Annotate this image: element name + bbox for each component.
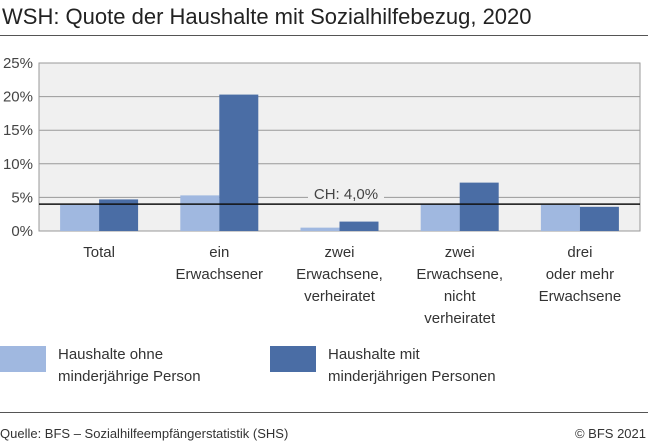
source-note: Quelle: BFS – Sozialhilfeempfängerstatis… <box>0 426 289 441</box>
x-tick-label: verheiratet <box>424 310 496 327</box>
legend-label-mit: Haushalte mit minderjährigen Personen <box>328 346 496 385</box>
reference-label-bg <box>308 184 384 203</box>
x-tick-label: zwei <box>445 244 475 261</box>
y-tick-label: 25% <box>3 55 33 72</box>
copyright: © BFS 2021 <box>574 426 646 441</box>
bar-ohne <box>300 227 340 231</box>
y-tick-label: 20% <box>3 89 33 106</box>
bar-mit <box>459 182 499 231</box>
legend-label-ohne: Haushalte ohne minderjährige Person <box>58 346 201 385</box>
x-tick-label: Erwachsene <box>539 288 622 305</box>
chart-title: WSH: Quote der Haushalte mit Sozialhilfe… <box>2 4 532 29</box>
bar-ohne <box>60 204 100 231</box>
bar-ohne <box>180 195 220 231</box>
bar-mit <box>339 221 379 231</box>
plot-area <box>38 62 641 232</box>
x-tick-label: zwei <box>324 244 354 261</box>
y-tick-label: 10% <box>3 156 33 173</box>
bar-mit <box>219 94 259 231</box>
y-tick-label: 15% <box>3 122 33 139</box>
x-tick-label: drei <box>567 244 592 261</box>
legend-swatch-mit <box>270 346 316 372</box>
bar-ohne <box>420 204 460 231</box>
title-divider <box>0 35 648 36</box>
bar-mit <box>579 206 619 231</box>
reference-label: CH: 4,0% <box>314 186 378 203</box>
x-tick-label: verheiratet <box>304 288 376 305</box>
legend-swatch-ohne <box>0 346 46 372</box>
x-tick-label: Erwachsene, <box>416 266 503 283</box>
x-tick-label: Erwachsene, <box>296 266 383 283</box>
y-tick-label: 5% <box>11 189 33 206</box>
x-tick-label: Total <box>83 244 115 261</box>
x-tick-label: nicht <box>444 288 477 305</box>
x-tick-label: oder mehr <box>546 266 614 283</box>
footer-divider <box>0 412 648 413</box>
bar-chart: 0% 5% 10% 15% 20% 25% Total ein Erwachsener zwei E… <box>3 55 641 327</box>
x-tick-label: ein <box>209 244 229 261</box>
x-tick-label: Erwachsener <box>176 266 264 283</box>
y-tick-label: 0% <box>11 223 33 240</box>
bar-ohne <box>540 204 580 231</box>
